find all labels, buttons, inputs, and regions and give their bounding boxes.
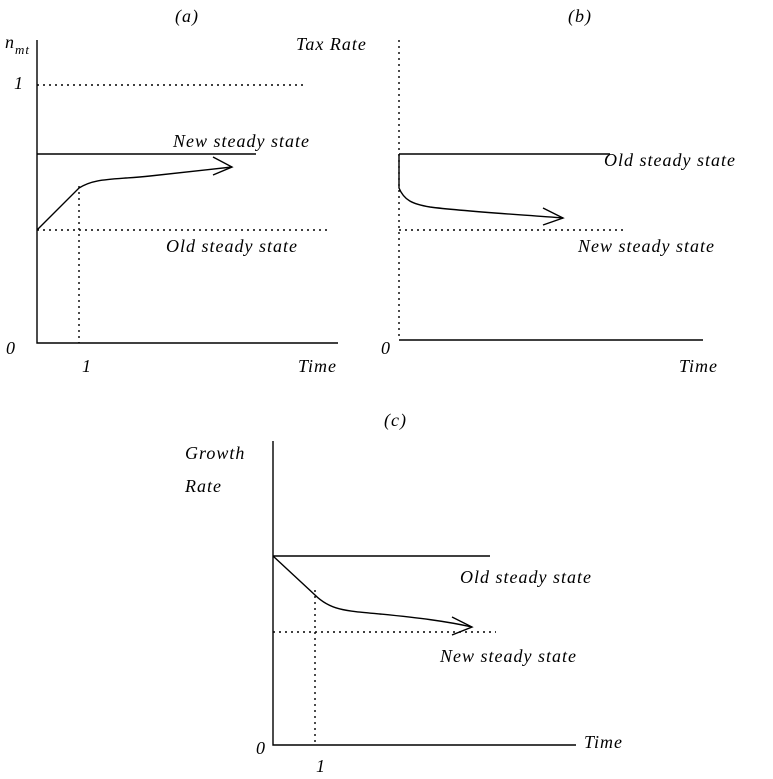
panel-c-y-axis-label-line2: Rate [184,476,222,496]
panel-b-transition-arrowhead [542,207,565,226]
panel-c-transition-path [272,555,473,628]
panel-a: (a) nmt 1 0 1 Time New steady state Old … [5,6,338,376]
panel-b-origin-label: 0 [381,338,391,358]
panel-c: (c) Growth Rate 0 1 Time Old steady stat… [184,410,623,776]
panel-a-y-axis-label: nmt [5,32,30,57]
panel-b-caption: (b) [568,6,592,27]
panel-a-old-steady-state-label: Old steady state [166,236,298,256]
panel-b-y-axis-label: Tax Rate [296,34,367,54]
panel-b-new-steady-state-label: New steady state [577,236,715,256]
panel-c-transition-arrowhead [451,616,474,636]
panel-c-axes [272,441,576,746]
panel-b-transition-path [398,154,564,219]
panel-c-new-steady-state-label: New steady state [439,646,577,666]
panel-a-axes [36,40,338,344]
panel-a-y-tick-one: 1 [14,73,24,93]
panel-b-old-steady-state-label: Old steady state [604,150,736,170]
panel-b: (b) Tax Rate 0 Time Old steady state New… [296,6,736,376]
panel-c-caption: (c) [384,410,407,431]
panel-a-x-axis-label: Time [298,356,337,376]
panel-c-x-tick-one: 1 [316,756,326,776]
panel-a-caption: (a) [175,6,199,27]
panel-c-origin-label: 0 [256,738,266,758]
panel-a-new-steady-state-label: New steady state [172,131,310,151]
panel-c-old-steady-state-label: Old steady state [460,567,592,587]
panel-c-x-axis-label: Time [584,732,623,752]
panel-a-transition-path [36,166,233,231]
panel-a-origin-label: 0 [6,338,16,358]
panel-a-x-tick-one: 1 [82,356,92,376]
panel-b-x-axis-label: Time [679,356,718,376]
panel-a-transition-arrowhead [212,156,234,176]
panel-c-y-axis-label-line1: Growth [185,443,245,463]
